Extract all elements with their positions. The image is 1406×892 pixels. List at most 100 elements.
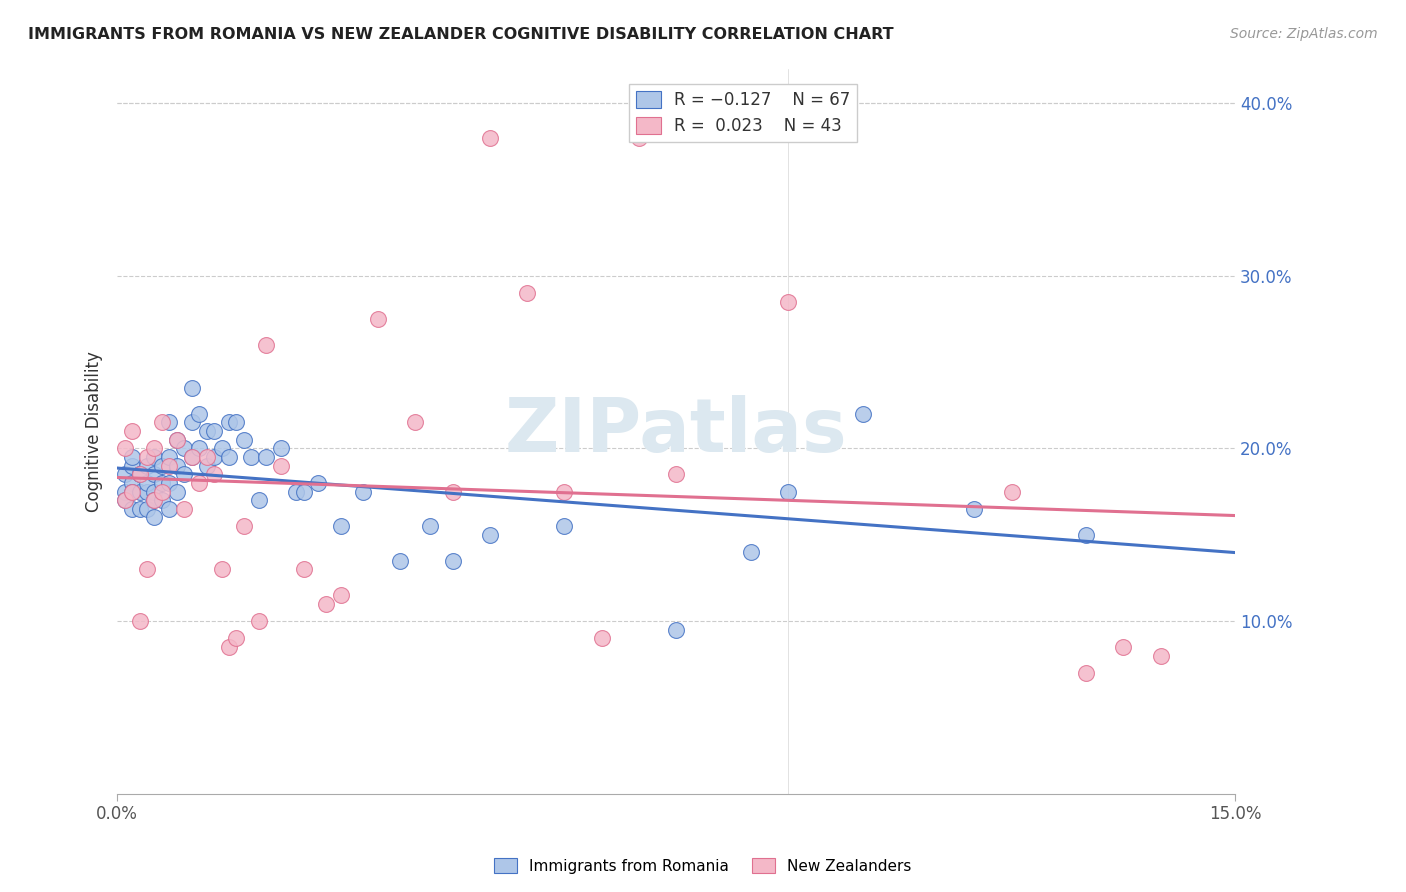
Y-axis label: Cognitive Disability: Cognitive Disability (86, 351, 103, 511)
Text: Source: ZipAtlas.com: Source: ZipAtlas.com (1230, 27, 1378, 41)
Point (225, 416, 247, 430)
Point (285, 484, 308, 499)
Point (553, 484, 575, 499)
Point (292, 562, 315, 576)
Point (247, 493, 270, 508)
Point (665, 467, 688, 482)
Legend: R = −0.127    N = 67, R =  0.023    N = 43: R = −0.127 N = 67, R = 0.023 N = 43 (630, 84, 858, 142)
Point (441, 484, 464, 499)
Point (665, 623, 688, 637)
Point (128, 467, 150, 482)
Point (270, 458, 292, 473)
Point (553, 519, 575, 533)
Point (254, 338, 277, 352)
Point (202, 424, 225, 438)
Point (195, 424, 218, 438)
Point (143, 450, 166, 464)
Point (180, 416, 202, 430)
Point (136, 484, 159, 499)
Point (166, 433, 188, 447)
Point (166, 458, 188, 473)
Point (1076, 665, 1098, 680)
Point (136, 450, 159, 464)
Point (218, 450, 240, 464)
Point (121, 424, 143, 438)
Point (776, 484, 799, 499)
Point (157, 475, 180, 490)
Point (478, 130, 501, 145)
Point (367, 311, 389, 326)
Point (143, 510, 166, 524)
Point (143, 442, 166, 456)
Point (352, 484, 374, 499)
Point (329, 588, 352, 602)
Point (478, 527, 501, 541)
Point (173, 442, 195, 456)
Point (202, 467, 225, 482)
Point (329, 519, 352, 533)
Point (247, 614, 270, 628)
Point (150, 484, 173, 499)
Point (180, 381, 202, 395)
Point (150, 416, 173, 430)
Point (136, 501, 159, 516)
Point (254, 450, 277, 464)
Point (157, 416, 180, 430)
Point (128, 467, 150, 482)
Point (121, 450, 143, 464)
Point (270, 442, 292, 456)
Point (195, 450, 218, 464)
Point (121, 475, 143, 490)
Point (128, 484, 150, 499)
Point (851, 407, 873, 421)
Point (157, 450, 180, 464)
Point (150, 475, 173, 490)
Point (307, 475, 329, 490)
Point (121, 484, 143, 499)
Point (1112, 640, 1135, 654)
Point (188, 442, 211, 456)
Point (114, 484, 136, 499)
Point (136, 475, 159, 490)
Point (218, 640, 240, 654)
Point (232, 519, 254, 533)
Point (195, 458, 218, 473)
Point (591, 632, 613, 646)
Point (516, 285, 538, 300)
Point (157, 501, 180, 516)
Point (963, 501, 986, 516)
Point (441, 553, 464, 567)
Point (121, 484, 143, 499)
Point (218, 416, 240, 430)
Legend: Immigrants from Romania, New Zealanders: Immigrants from Romania, New Zealanders (488, 852, 918, 880)
Point (128, 467, 150, 482)
Point (1076, 527, 1098, 541)
Point (157, 458, 180, 473)
Point (315, 597, 337, 611)
Point (419, 519, 441, 533)
Point (150, 458, 173, 473)
Point (173, 501, 195, 516)
Point (143, 467, 166, 482)
Point (211, 442, 233, 456)
Point (202, 450, 225, 464)
Point (188, 407, 211, 421)
Point (128, 614, 150, 628)
Point (225, 632, 247, 646)
Point (143, 493, 166, 508)
Point (740, 545, 762, 559)
Point (136, 562, 159, 576)
Point (114, 493, 136, 508)
Point (143, 484, 166, 499)
Point (136, 458, 159, 473)
Point (121, 501, 143, 516)
Point (143, 493, 166, 508)
Point (232, 433, 254, 447)
Point (1000, 484, 1022, 499)
Text: ZIPatlas: ZIPatlas (505, 394, 848, 467)
Point (404, 416, 426, 430)
Point (1150, 648, 1173, 663)
Point (389, 553, 412, 567)
Point (166, 433, 188, 447)
Point (128, 501, 150, 516)
